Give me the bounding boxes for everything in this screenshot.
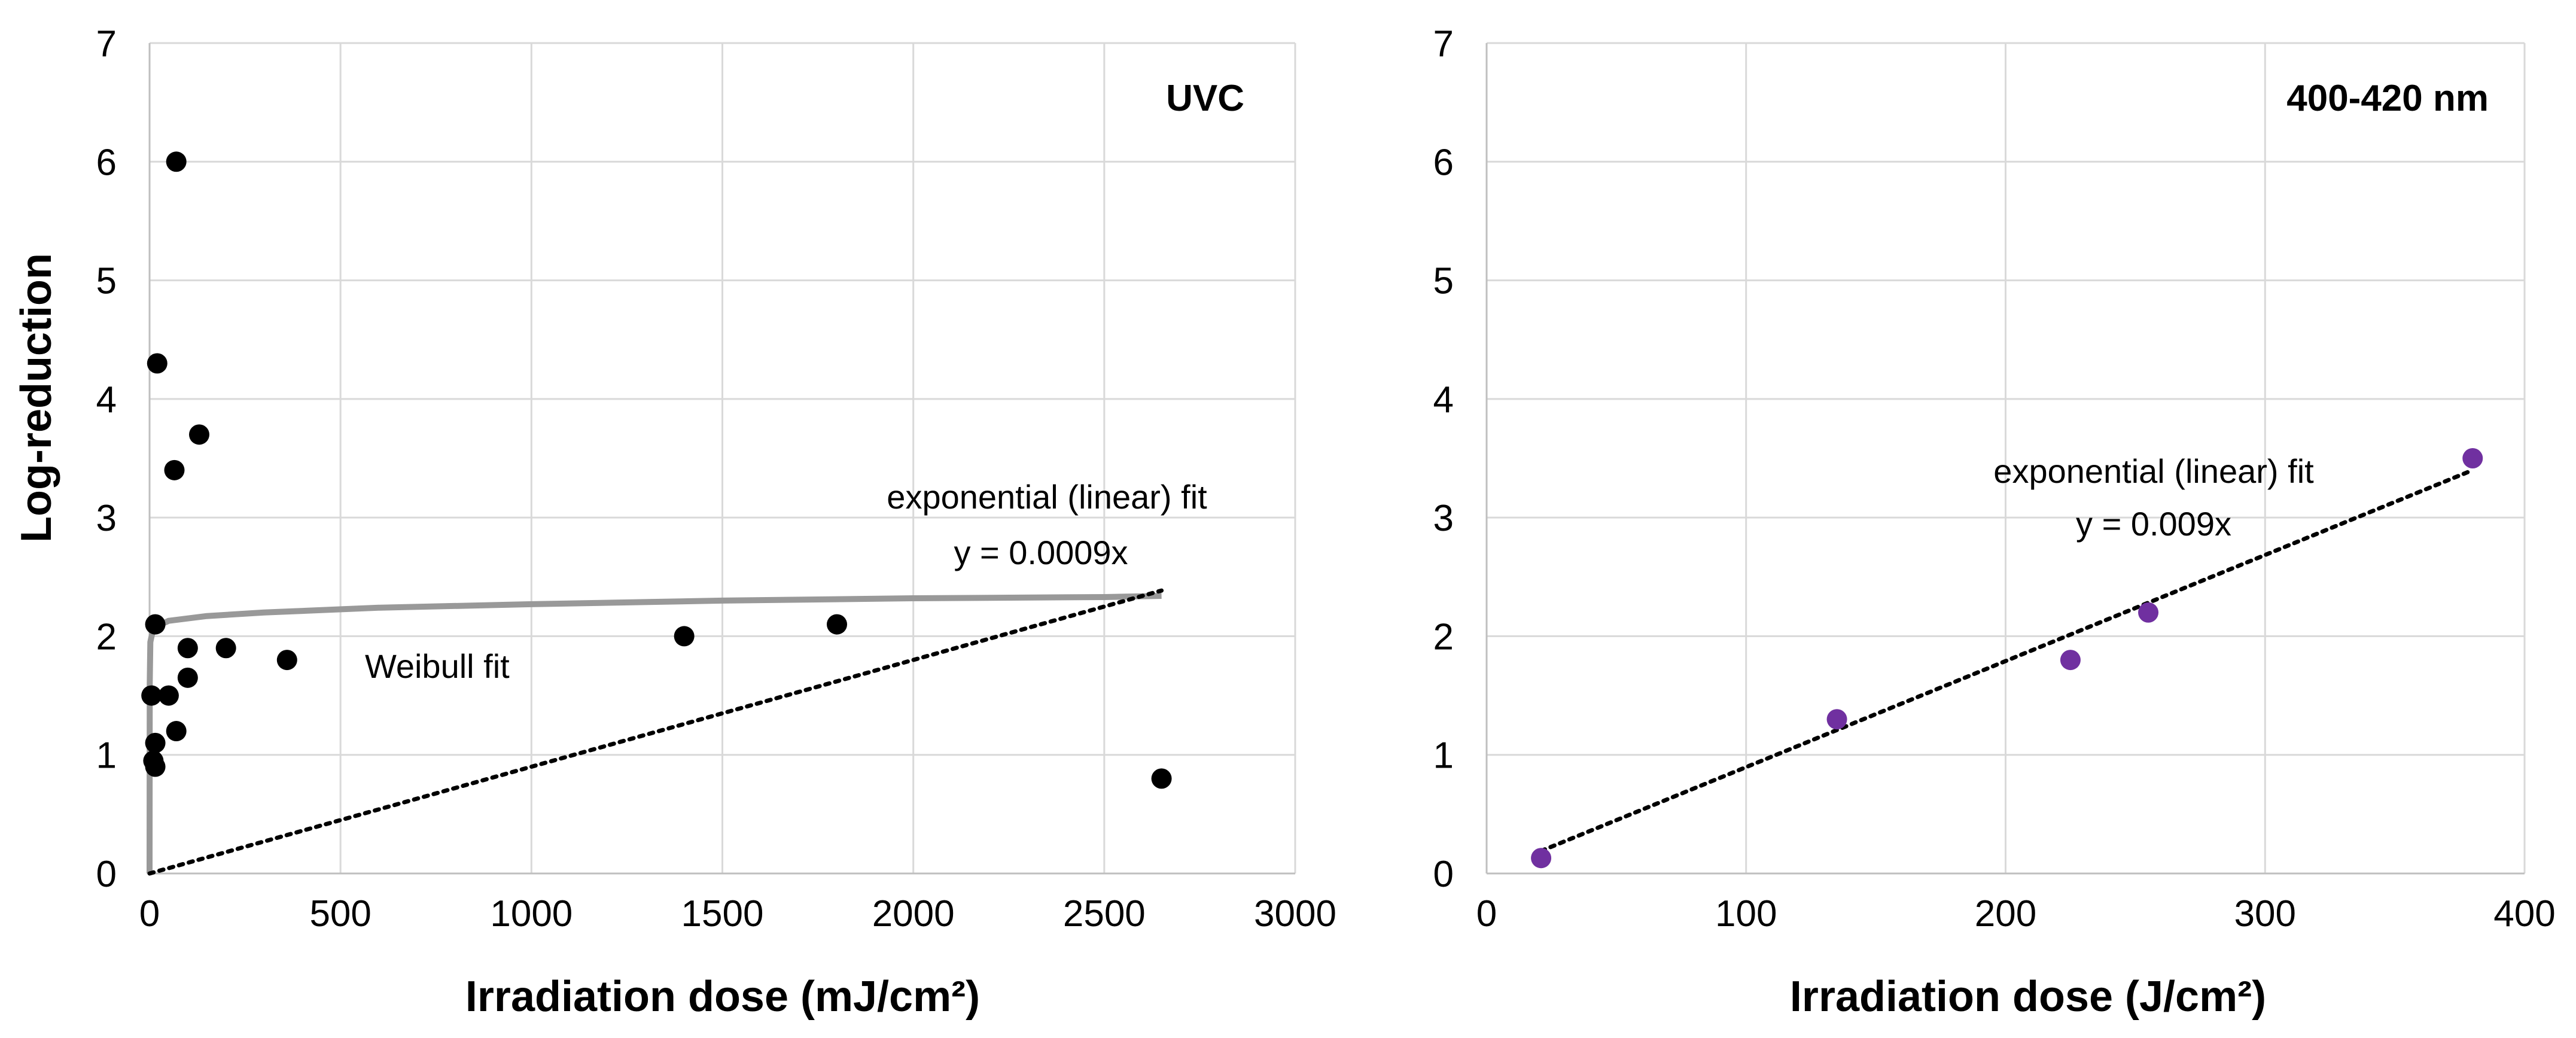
left-y-axis-title: Log-reduction	[13, 253, 60, 543]
left-data-point	[827, 614, 847, 635]
right-data-point	[2060, 650, 2081, 671]
right-x-tick-labels: 0 100 200 300 400	[1476, 893, 2556, 934]
left-data-point	[141, 685, 162, 706]
left-data-point	[188, 424, 209, 445]
left-data-point	[166, 721, 187, 742]
left-y-tick-label: 6	[96, 142, 117, 183]
right-x-tick-label: 400	[2493, 893, 2555, 934]
uvc-chart: 0 1 2 3 4 5 6 7 0 500 1000 1500 2000 2500 3000 UVC ex…	[13, 23, 1336, 1021]
right-y-tick-label: 1	[1433, 735, 1454, 777]
left-data-point	[166, 151, 187, 172]
right-y-tick-label: 3	[1433, 498, 1454, 539]
right-y-tick-label: 6	[1433, 142, 1454, 183]
left-weibull-fit-curve	[147, 593, 1162, 874]
right-data-points	[1531, 448, 2483, 869]
left-data-point	[276, 650, 297, 671]
left-data-point	[164, 459, 185, 480]
right-linear-fit-equation: y = 0.009x	[2076, 505, 2231, 543]
left-y-tick-labels: 0 1 2 3 4 5 6 7	[96, 23, 117, 895]
left-linear-fit-equation: y = 0.0009x	[954, 534, 1128, 571]
left-data-point	[158, 685, 179, 706]
left-x-tick-label: 1000	[490, 893, 573, 934]
right-data-point	[1531, 848, 1552, 869]
right-y-tick-label: 5	[1433, 261, 1454, 302]
left-linear-fit-line	[147, 588, 1164, 876]
left-data-point	[147, 353, 168, 374]
left-data-point	[177, 638, 198, 659]
right-y-tick-labels: 0 1 2 3 4 5 6 7	[1433, 23, 1454, 895]
right-data-point	[2138, 602, 2159, 623]
left-x-tick-label: 2500	[1063, 893, 1146, 934]
left-y-tick-label: 5	[96, 261, 117, 302]
left-y-tick-label: 0	[96, 854, 117, 895]
right-x-axis-title: Irradiation dose (J/cm²)	[1790, 973, 2266, 1021]
left-linear-fit-label: exponential (linear) fit	[887, 478, 1207, 516]
right-y-tick-label: 2	[1433, 616, 1454, 657]
left-data-point	[674, 626, 695, 647]
left-x-tick-label: 3000	[1254, 893, 1336, 934]
visible-light-chart: 0 1 2 3 4 5 6 7 0 100 200 300 400 400-420 nm expone…	[1433, 23, 2556, 1021]
right-fits	[1539, 468, 2475, 853]
left-data-point	[215, 638, 236, 659]
left-fits	[147, 588, 1164, 876]
left-y-tick-label: 1	[96, 735, 117, 777]
right-chart-title: 400-420 nm	[2286, 78, 2489, 119]
left-x-tick-label: 2000	[872, 893, 955, 934]
left-chart-title: UVC	[1166, 78, 1244, 119]
left-x-tick-label: 1500	[681, 893, 764, 934]
left-data-point	[177, 667, 198, 688]
right-data-point	[1826, 709, 1847, 730]
left-y-tick-label: 7	[96, 23, 117, 65]
right-y-tick-label: 4	[1433, 379, 1454, 421]
right-y-tick-label: 7	[1433, 23, 1454, 65]
left-x-tick-label: 500	[309, 893, 371, 934]
left-x-tick-label: 0	[139, 893, 160, 934]
left-x-tick-labels: 0 500 1000 1500 2000 2500 3000	[139, 893, 1336, 934]
left-data-point	[145, 614, 166, 635]
left-data-point	[145, 732, 166, 753]
left-y-tick-label: 2	[96, 616, 117, 657]
left-data-point	[1151, 768, 1172, 789]
right-y-tick-label: 0	[1433, 854, 1454, 895]
left-y-tick-label: 4	[96, 379, 117, 421]
left-data-point	[145, 756, 166, 777]
right-x-tick-label: 200	[1975, 893, 2036, 934]
right-x-tick-label: 300	[2234, 893, 2296, 934]
right-linear-fit-line	[1539, 468, 2475, 853]
left-gridlines	[148, 42, 1296, 875]
right-linear-fit-label: exponential (linear) fit	[1993, 452, 2314, 490]
left-y-tick-label: 3	[96, 498, 117, 539]
left-data-points	[141, 151, 1172, 789]
right-x-tick-label: 0	[1476, 893, 1497, 934]
right-x-tick-label: 100	[1715, 893, 1777, 934]
right-data-point	[2462, 448, 2483, 468]
left-weibull-fit-label: Weibull fit	[365, 647, 510, 685]
left-x-axis-title: Irradiation dose (mJ/cm²)	[465, 973, 980, 1021]
right-gridlines	[1485, 42, 2526, 875]
